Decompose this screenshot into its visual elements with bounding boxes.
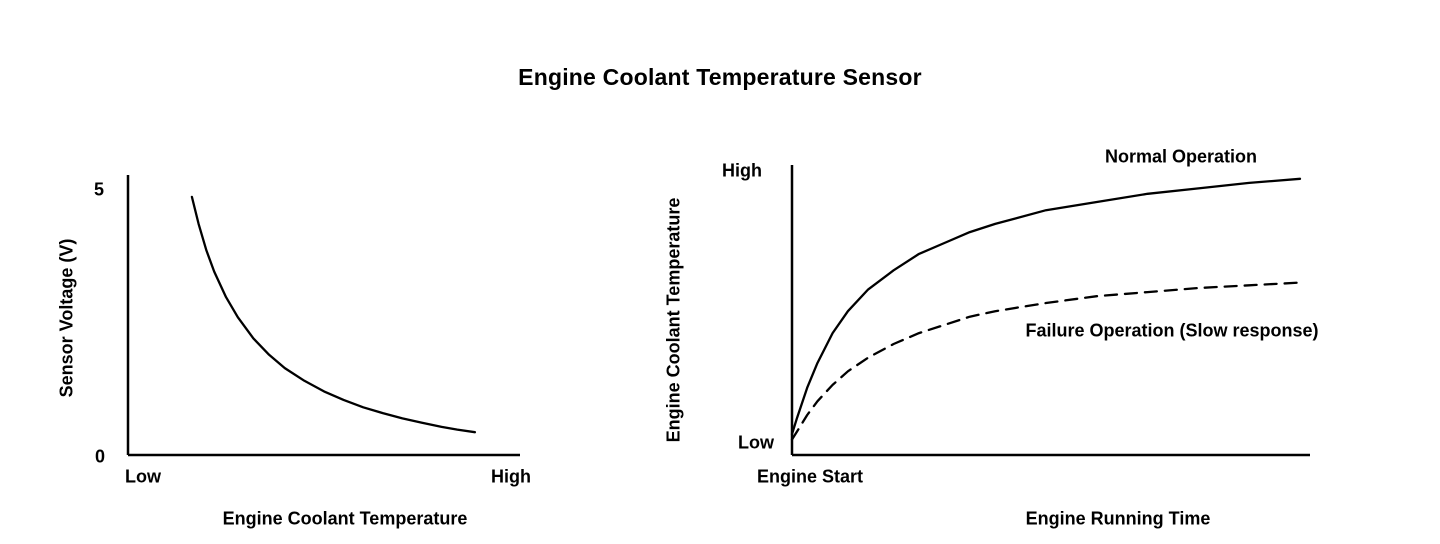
right-x-origin-label: Engine Start bbox=[756, 466, 864, 487]
right-y-tick-high: High bbox=[722, 160, 762, 181]
right-y-axis-title: Engine Coolant Temperature bbox=[663, 197, 684, 443]
page-title: Engine Coolant Temperature Sensor bbox=[518, 64, 922, 90]
right-y-tick-low: Low bbox=[738, 432, 774, 453]
sensor-voltage-vs-coolant-temperature-curve bbox=[190, 195, 477, 434]
failure-operation-slow-response-curve bbox=[790, 281, 1302, 441]
left-y-tick-5: 5 bbox=[93, 179, 105, 200]
left-y-tick-0: 0 bbox=[94, 446, 106, 467]
left-x-tick-high: High bbox=[491, 466, 531, 487]
sensor-voltage-plot bbox=[126, 175, 520, 457]
left-y-axis-title: Sensor Voltage (V) bbox=[56, 238, 77, 398]
left-x-tick-low: Low bbox=[125, 466, 161, 487]
normal-operation-curve bbox=[790, 177, 1302, 436]
failure-operation-label: Failure Operation (Slow response) bbox=[1025, 320, 1319, 341]
normal-operation-label: Normal Operation bbox=[1104, 146, 1258, 167]
right-x-axis-title: Engine Running Time bbox=[1025, 508, 1211, 529]
left-x-axis-title: Engine Coolant Temperature bbox=[222, 508, 468, 529]
coolant-warmup-plot bbox=[790, 165, 1310, 457]
